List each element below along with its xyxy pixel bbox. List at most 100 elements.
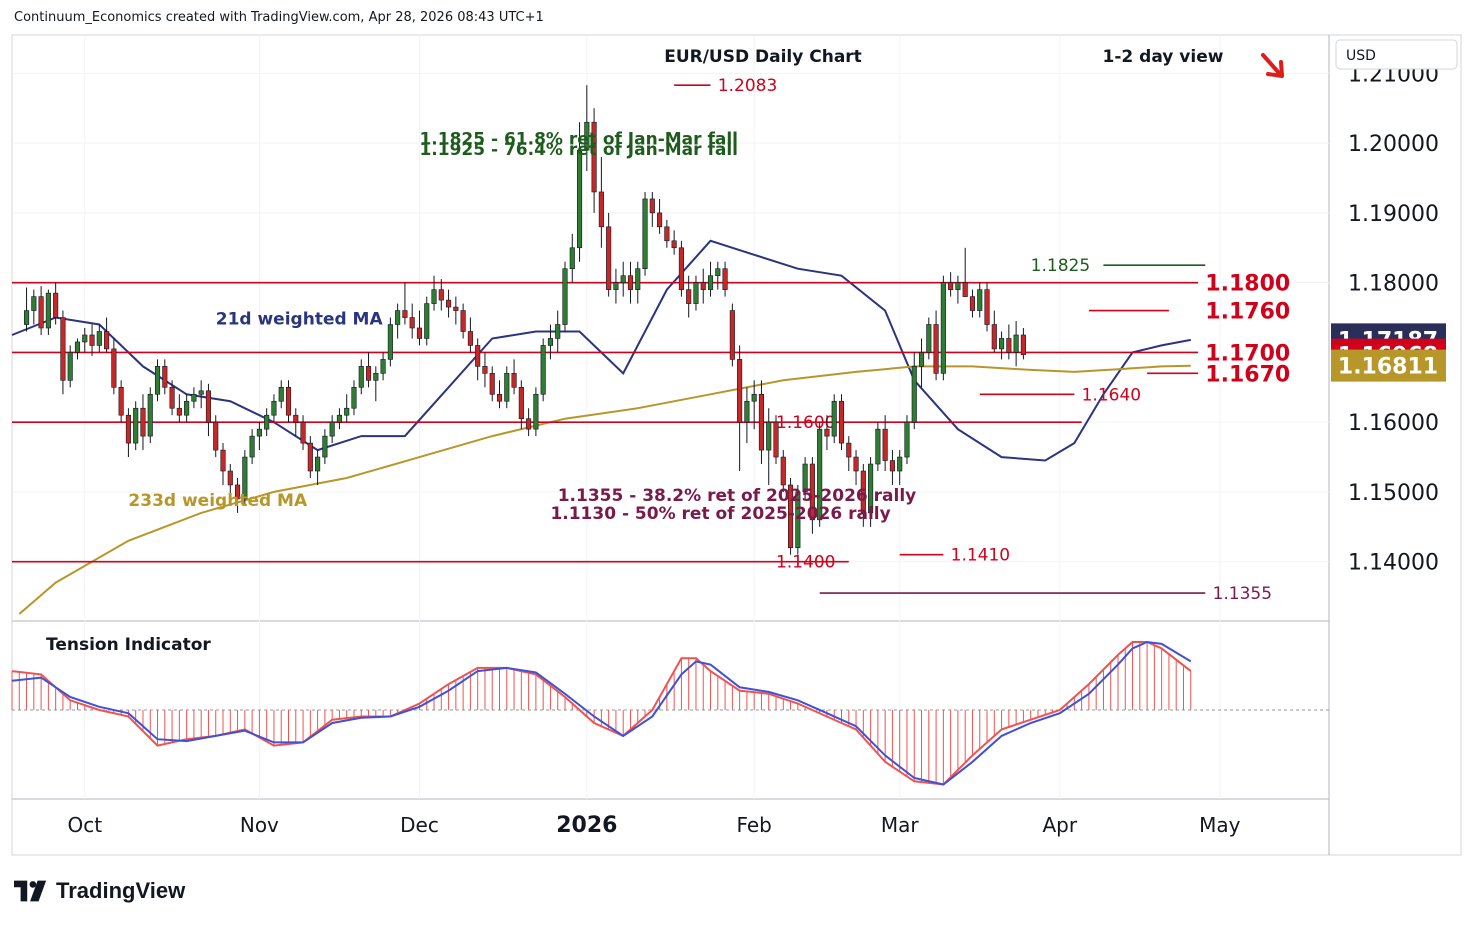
candle-body bbox=[45, 292, 51, 329]
annotation-text: 21d weighted MA bbox=[216, 310, 384, 330]
candle-body bbox=[846, 442, 852, 458]
candle-body bbox=[620, 275, 626, 283]
candle-body bbox=[948, 282, 954, 290]
tension-indicator-pane bbox=[11, 640, 1329, 786]
level-label: 1.1700 bbox=[1205, 341, 1290, 366]
annotation-text: 1.1355 - 38.2% ret of 2025-2026 rally bbox=[558, 486, 917, 506]
candle-body bbox=[213, 421, 219, 451]
candle-body bbox=[657, 212, 663, 228]
candle-body bbox=[598, 191, 604, 228]
candle-body bbox=[402, 310, 408, 318]
candle-body bbox=[133, 407, 139, 444]
time-tick-label: Apr bbox=[1042, 813, 1077, 837]
tradingview-logo[interactable]: TradingView bbox=[14, 878, 185, 904]
candle-body bbox=[395, 310, 401, 325]
candle-body bbox=[882, 428, 888, 461]
indicator-signal-line bbox=[11, 640, 1192, 786]
chart-title: EUR/USD Daily Chart bbox=[664, 47, 862, 67]
candle-body bbox=[991, 324, 997, 350]
candle-body bbox=[504, 373, 510, 402]
ma-line bbox=[18, 364, 1191, 615]
candle-body bbox=[795, 491, 801, 549]
candle-body bbox=[627, 275, 634, 290]
tradingview-wordmark: TradingView bbox=[56, 878, 186, 903]
candle-body bbox=[235, 484, 241, 500]
candle-body bbox=[715, 268, 721, 276]
candle-body bbox=[999, 338, 1005, 350]
candle-body bbox=[868, 463, 874, 514]
candle-body bbox=[700, 282, 706, 290]
indicator-title: Tension Indicator bbox=[46, 635, 211, 655]
candle-body bbox=[817, 428, 823, 521]
price-axis[interactable]: 1.210001.200001.190001.180001.160001.150… bbox=[1331, 62, 1446, 576]
currency-box[interactable] bbox=[1335, 39, 1458, 70]
time-axis[interactable]: Oct Nov Dec 2026 Feb Mar Apr May bbox=[67, 813, 1240, 838]
candle-body bbox=[125, 414, 131, 444]
candle-body bbox=[729, 310, 735, 360]
candle-body bbox=[606, 226, 612, 290]
candle-body bbox=[31, 296, 37, 311]
candle-body bbox=[838, 400, 845, 444]
time-tick-label: May bbox=[1199, 813, 1241, 837]
grid-lines bbox=[12, 35, 1329, 799]
candle-body bbox=[686, 289, 692, 304]
candle-body bbox=[169, 386, 175, 409]
candle-body bbox=[1020, 334, 1026, 355]
candle-body bbox=[154, 366, 161, 395]
candle-body bbox=[940, 282, 946, 374]
price-tick-label: 1.14000 bbox=[1348, 551, 1439, 576]
candle-body bbox=[540, 345, 546, 395]
candle-body bbox=[104, 331, 110, 350]
level-label: 1.1760 bbox=[1205, 300, 1290, 325]
candle-body bbox=[293, 414, 299, 423]
candle-body bbox=[351, 386, 357, 409]
candle-body bbox=[569, 247, 575, 270]
price-label-text: 1.16811 bbox=[1338, 355, 1438, 380]
annotations: 1.1825 - 61.8% ret of Jan-Mar fall1.1925… bbox=[128, 130, 916, 525]
moving-averages bbox=[11, 239, 1191, 615]
down-arrow-icon bbox=[1261, 53, 1284, 78]
candle-body bbox=[307, 442, 313, 472]
price-label-box bbox=[1331, 349, 1446, 382]
candle-body bbox=[918, 352, 925, 367]
candle-body bbox=[89, 334, 95, 346]
candle-body bbox=[162, 366, 168, 388]
candle-body bbox=[780, 456, 786, 486]
level-label: 1.1355 bbox=[1213, 584, 1272, 604]
candle-body bbox=[38, 296, 44, 329]
candle-body bbox=[897, 456, 903, 472]
candle-body bbox=[889, 460, 895, 472]
candle-body bbox=[205, 390, 212, 423]
annotation-text: 233d weighted MA bbox=[128, 491, 308, 511]
candle-body bbox=[693, 282, 699, 304]
candle-body bbox=[613, 282, 619, 290]
candle-body bbox=[184, 400, 190, 416]
candle-body bbox=[446, 299, 452, 308]
candle-body bbox=[256, 428, 262, 437]
candle-body bbox=[431, 289, 437, 304]
candle-body bbox=[664, 226, 670, 242]
candle-body bbox=[300, 421, 306, 444]
candle-body bbox=[453, 306, 459, 311]
candle-body bbox=[147, 393, 153, 437]
annotation-text: 1.1925 - 76.4% ret of Jan-Mar fall bbox=[419, 140, 738, 160]
candle-body bbox=[518, 386, 524, 419]
candle-body bbox=[60, 317, 66, 381]
time-tick-label: Oct bbox=[67, 813, 102, 837]
candle-body bbox=[533, 393, 539, 430]
candle-body bbox=[424, 303, 430, 339]
time-tick-label: Dec bbox=[400, 813, 439, 837]
candle-body bbox=[904, 421, 910, 458]
candle-body bbox=[373, 373, 379, 381]
candle-body bbox=[984, 289, 990, 325]
candle-body bbox=[82, 334, 88, 343]
candle-body bbox=[562, 268, 568, 325]
candle-body bbox=[285, 386, 292, 416]
chart-caption: Continuum_Economics created with Trading… bbox=[14, 10, 544, 25]
candle-body bbox=[788, 484, 794, 549]
candle-body bbox=[23, 310, 30, 325]
candle-body bbox=[649, 198, 655, 214]
candle-body bbox=[53, 292, 59, 318]
